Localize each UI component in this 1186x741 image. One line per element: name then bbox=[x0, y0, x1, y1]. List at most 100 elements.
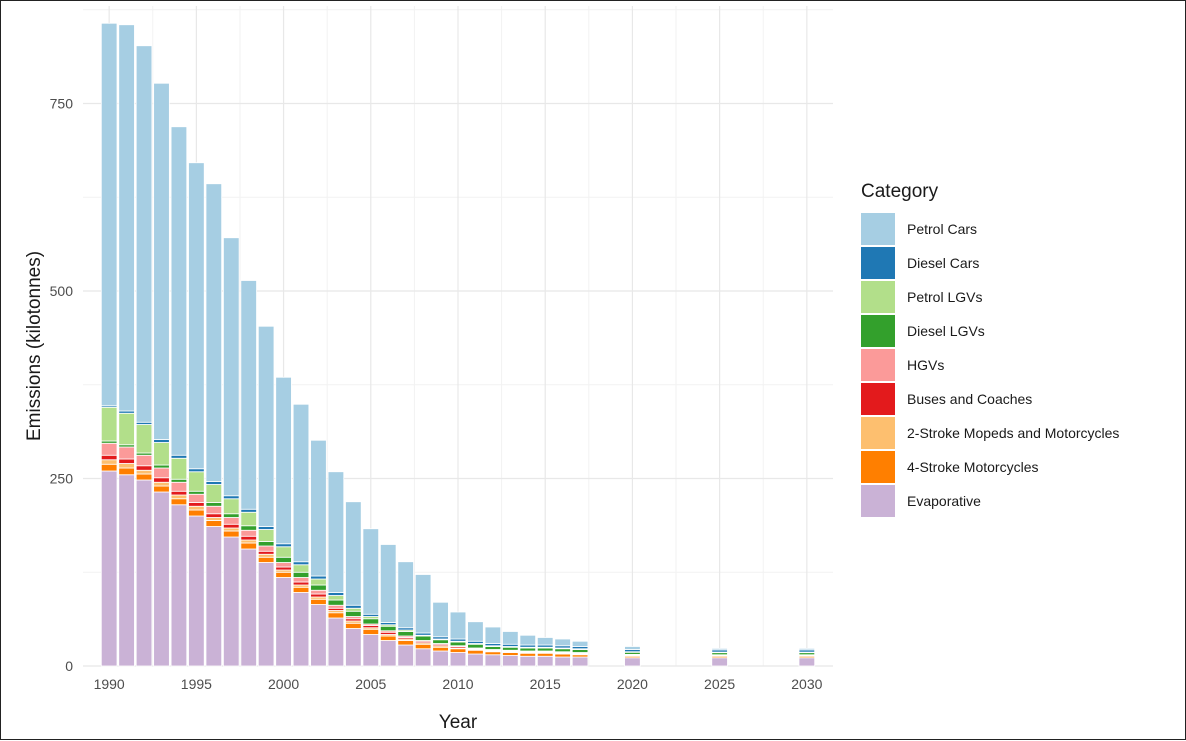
legend-swatch bbox=[861, 281, 895, 313]
bar-segment-petrol-lgvs-2000 bbox=[275, 546, 292, 558]
bar-segment-evaporative-2003 bbox=[327, 617, 345, 667]
bar-segment-hgvs-1996 bbox=[205, 505, 223, 515]
bar-segment-evaporative-1992 bbox=[135, 479, 153, 667]
bars-layer bbox=[100, 22, 816, 667]
bar-segment-diesel-cars-1997 bbox=[223, 495, 240, 500]
bar-segment-evaporative-2025 bbox=[711, 657, 728, 667]
legend-item: Buses and Coaches bbox=[861, 382, 1119, 416]
bar-segment-buses-and-coaches-2000 bbox=[275, 566, 292, 571]
bar-segment-evaporative-2012 bbox=[484, 654, 502, 667]
bar-segment-4-stroke-motorcycles-1990 bbox=[100, 463, 118, 472]
bar-segment-4-stroke-motorcycles-2014 bbox=[519, 652, 537, 657]
bar-segment-petrol-cars-1991 bbox=[118, 24, 135, 412]
legend-item: Diesel Cars bbox=[861, 246, 1119, 280]
y-axis-title: Emissions (kilotonnes) bbox=[24, 251, 45, 441]
bar-segment-petrol-cars-2001 bbox=[292, 403, 310, 563]
bar-segment-diesel-cars-1999 bbox=[257, 526, 275, 530]
bar-segment-2-stroke-mopeds-and-motorcycles-1996 bbox=[205, 517, 223, 521]
bar-segment-buses-and-coaches-1999 bbox=[257, 550, 275, 555]
bar-segment-buses-and-coaches-2001 bbox=[292, 581, 310, 586]
bar-segment-petrol-cars-2016 bbox=[554, 638, 571, 647]
y-tick-label: 500 bbox=[50, 283, 74, 299]
bar-segment-petrol-cars-1996 bbox=[205, 183, 223, 482]
bar-segment-evaporative-1993 bbox=[153, 491, 170, 667]
x-tick-label: 2000 bbox=[268, 676, 299, 692]
bar-segment-4-stroke-motorcycles-1999 bbox=[257, 556, 275, 563]
bar-segment-2-stroke-mopeds-and-motorcycles-1995 bbox=[188, 505, 205, 511]
bar-segment-diesel-lgvs-2001 bbox=[292, 571, 310, 578]
bar-segment-4-stroke-motorcycles-2013 bbox=[502, 652, 519, 656]
bar-segment-diesel-lgvs-2010 bbox=[449, 641, 467, 647]
bar-segment-evaporative-1997 bbox=[223, 536, 240, 667]
bar-segment-petrol-lgvs-1991 bbox=[118, 412, 135, 446]
bar-segment-petrol-cars-2006 bbox=[379, 544, 397, 623]
bar-segment-evaporative-2013 bbox=[502, 655, 519, 667]
bar-segment-evaporative-2006 bbox=[379, 640, 397, 667]
bar-segment-petrol-cars-2008 bbox=[414, 574, 432, 634]
bar-segment-4-stroke-motorcycles-2007 bbox=[397, 640, 414, 646]
bar-segment-petrol-cars-2003 bbox=[327, 471, 345, 593]
bar-segment-petrol-lgvs-1992 bbox=[135, 424, 153, 454]
bar-segment-4-stroke-motorcycles-2001 bbox=[292, 586, 310, 593]
legend-label: Petrol LGVs bbox=[907, 289, 983, 305]
bar-segment-hgvs-1991 bbox=[118, 446, 135, 460]
bar-segment-evaporative-1990 bbox=[100, 470, 118, 667]
y-tick-label: 750 bbox=[50, 96, 74, 112]
bar-segment-diesel-lgvs-2003 bbox=[327, 599, 345, 606]
bar-segment-evaporative-1996 bbox=[205, 526, 223, 667]
legend-swatch bbox=[861, 451, 895, 483]
bar-segment-hgvs-1990 bbox=[100, 442, 118, 456]
x-axis-title: Year bbox=[439, 712, 478, 733]
bar-segment-petrol-cars-1992 bbox=[135, 45, 153, 423]
bar-segment-petrol-cars-2020 bbox=[624, 646, 641, 650]
bar-segment-petrol-lgvs-1993 bbox=[153, 442, 170, 466]
bar-segment-diesel-lgvs-2002 bbox=[310, 584, 327, 591]
bar-segment-hgvs-1997 bbox=[223, 517, 240, 525]
bar-segment-2-stroke-mopeds-and-motorcycles-1994 bbox=[170, 494, 188, 500]
bar-segment-petrol-cars-2030 bbox=[798, 647, 816, 651]
bar-segment-evaporative-1994 bbox=[170, 504, 188, 667]
bar-segment-diesel-lgvs-2015 bbox=[536, 647, 554, 652]
bar-segment-petrol-lgvs-1997 bbox=[223, 498, 240, 515]
bar-segment-4-stroke-motorcycles-2009 bbox=[432, 646, 449, 652]
x-tick-label: 1990 bbox=[94, 676, 125, 692]
y-tick-label: 0 bbox=[65, 658, 73, 674]
bar-segment-diesel-cars-2004 bbox=[345, 604, 362, 609]
bar-segment-petrol-cars-2009 bbox=[432, 601, 449, 638]
legend-item: Evaporative bbox=[861, 484, 1119, 518]
bar-segment-petrol-cars-1997 bbox=[223, 237, 240, 497]
bar-segment-evaporative-2014 bbox=[519, 655, 537, 667]
bar-segment-petrol-lgvs-1990 bbox=[100, 406, 118, 442]
bar-segment-petrol-cars-1990 bbox=[100, 22, 118, 407]
bar-segment-4-stroke-motorcycles-1993 bbox=[153, 485, 170, 493]
bar-segment-petrol-cars-2005 bbox=[362, 528, 380, 615]
bar-segment-evaporative-2010 bbox=[449, 652, 467, 667]
bar-segment-evaporative-2008 bbox=[414, 648, 432, 667]
bar-segment-4-stroke-motorcycles-2008 bbox=[414, 643, 432, 650]
bar-segment-petrol-cars-2010 bbox=[449, 611, 467, 640]
bar-segment-diesel-lgvs-2006 bbox=[379, 625, 397, 632]
bar-segment-petrol-cars-1999 bbox=[257, 325, 275, 527]
bar-segment-4-stroke-motorcycles-2004 bbox=[345, 622, 362, 629]
y-tick-label: 250 bbox=[50, 471, 74, 487]
bar-segment-diesel-lgvs-1995 bbox=[188, 490, 205, 495]
x-tick-label: 2005 bbox=[355, 676, 386, 692]
bar-segment-petrol-lgvs-2004 bbox=[345, 607, 362, 612]
bar-segment-diesel-cars-2000 bbox=[275, 543, 292, 548]
bar-segment-buses-and-coaches-1993 bbox=[153, 477, 170, 483]
bar-segment-diesel-cars-1998 bbox=[240, 508, 257, 513]
bar-segment-hgvs-2000 bbox=[275, 562, 292, 568]
bar-segment-diesel-lgvs-2000 bbox=[275, 556, 292, 563]
legend-swatch bbox=[861, 213, 895, 245]
bar-segment-2-stroke-mopeds-and-motorcycles-1991 bbox=[118, 463, 135, 469]
bar-segment-evaporative-2016 bbox=[554, 656, 571, 667]
bar-segment-hgvs-1995 bbox=[188, 493, 205, 503]
bar-segment-4-stroke-motorcycles-1991 bbox=[118, 467, 135, 476]
bar-segment-buses-and-coaches-1995 bbox=[188, 502, 205, 507]
bar-segment-petrol-cars-1995 bbox=[188, 162, 205, 470]
bar-segment-evaporative-1991 bbox=[118, 474, 135, 667]
bar-segment-hgvs-1998 bbox=[240, 529, 257, 537]
bar-segment-diesel-lgvs-2004 bbox=[345, 610, 362, 617]
bar-segment-4-stroke-motorcycles-2015 bbox=[536, 652, 554, 657]
